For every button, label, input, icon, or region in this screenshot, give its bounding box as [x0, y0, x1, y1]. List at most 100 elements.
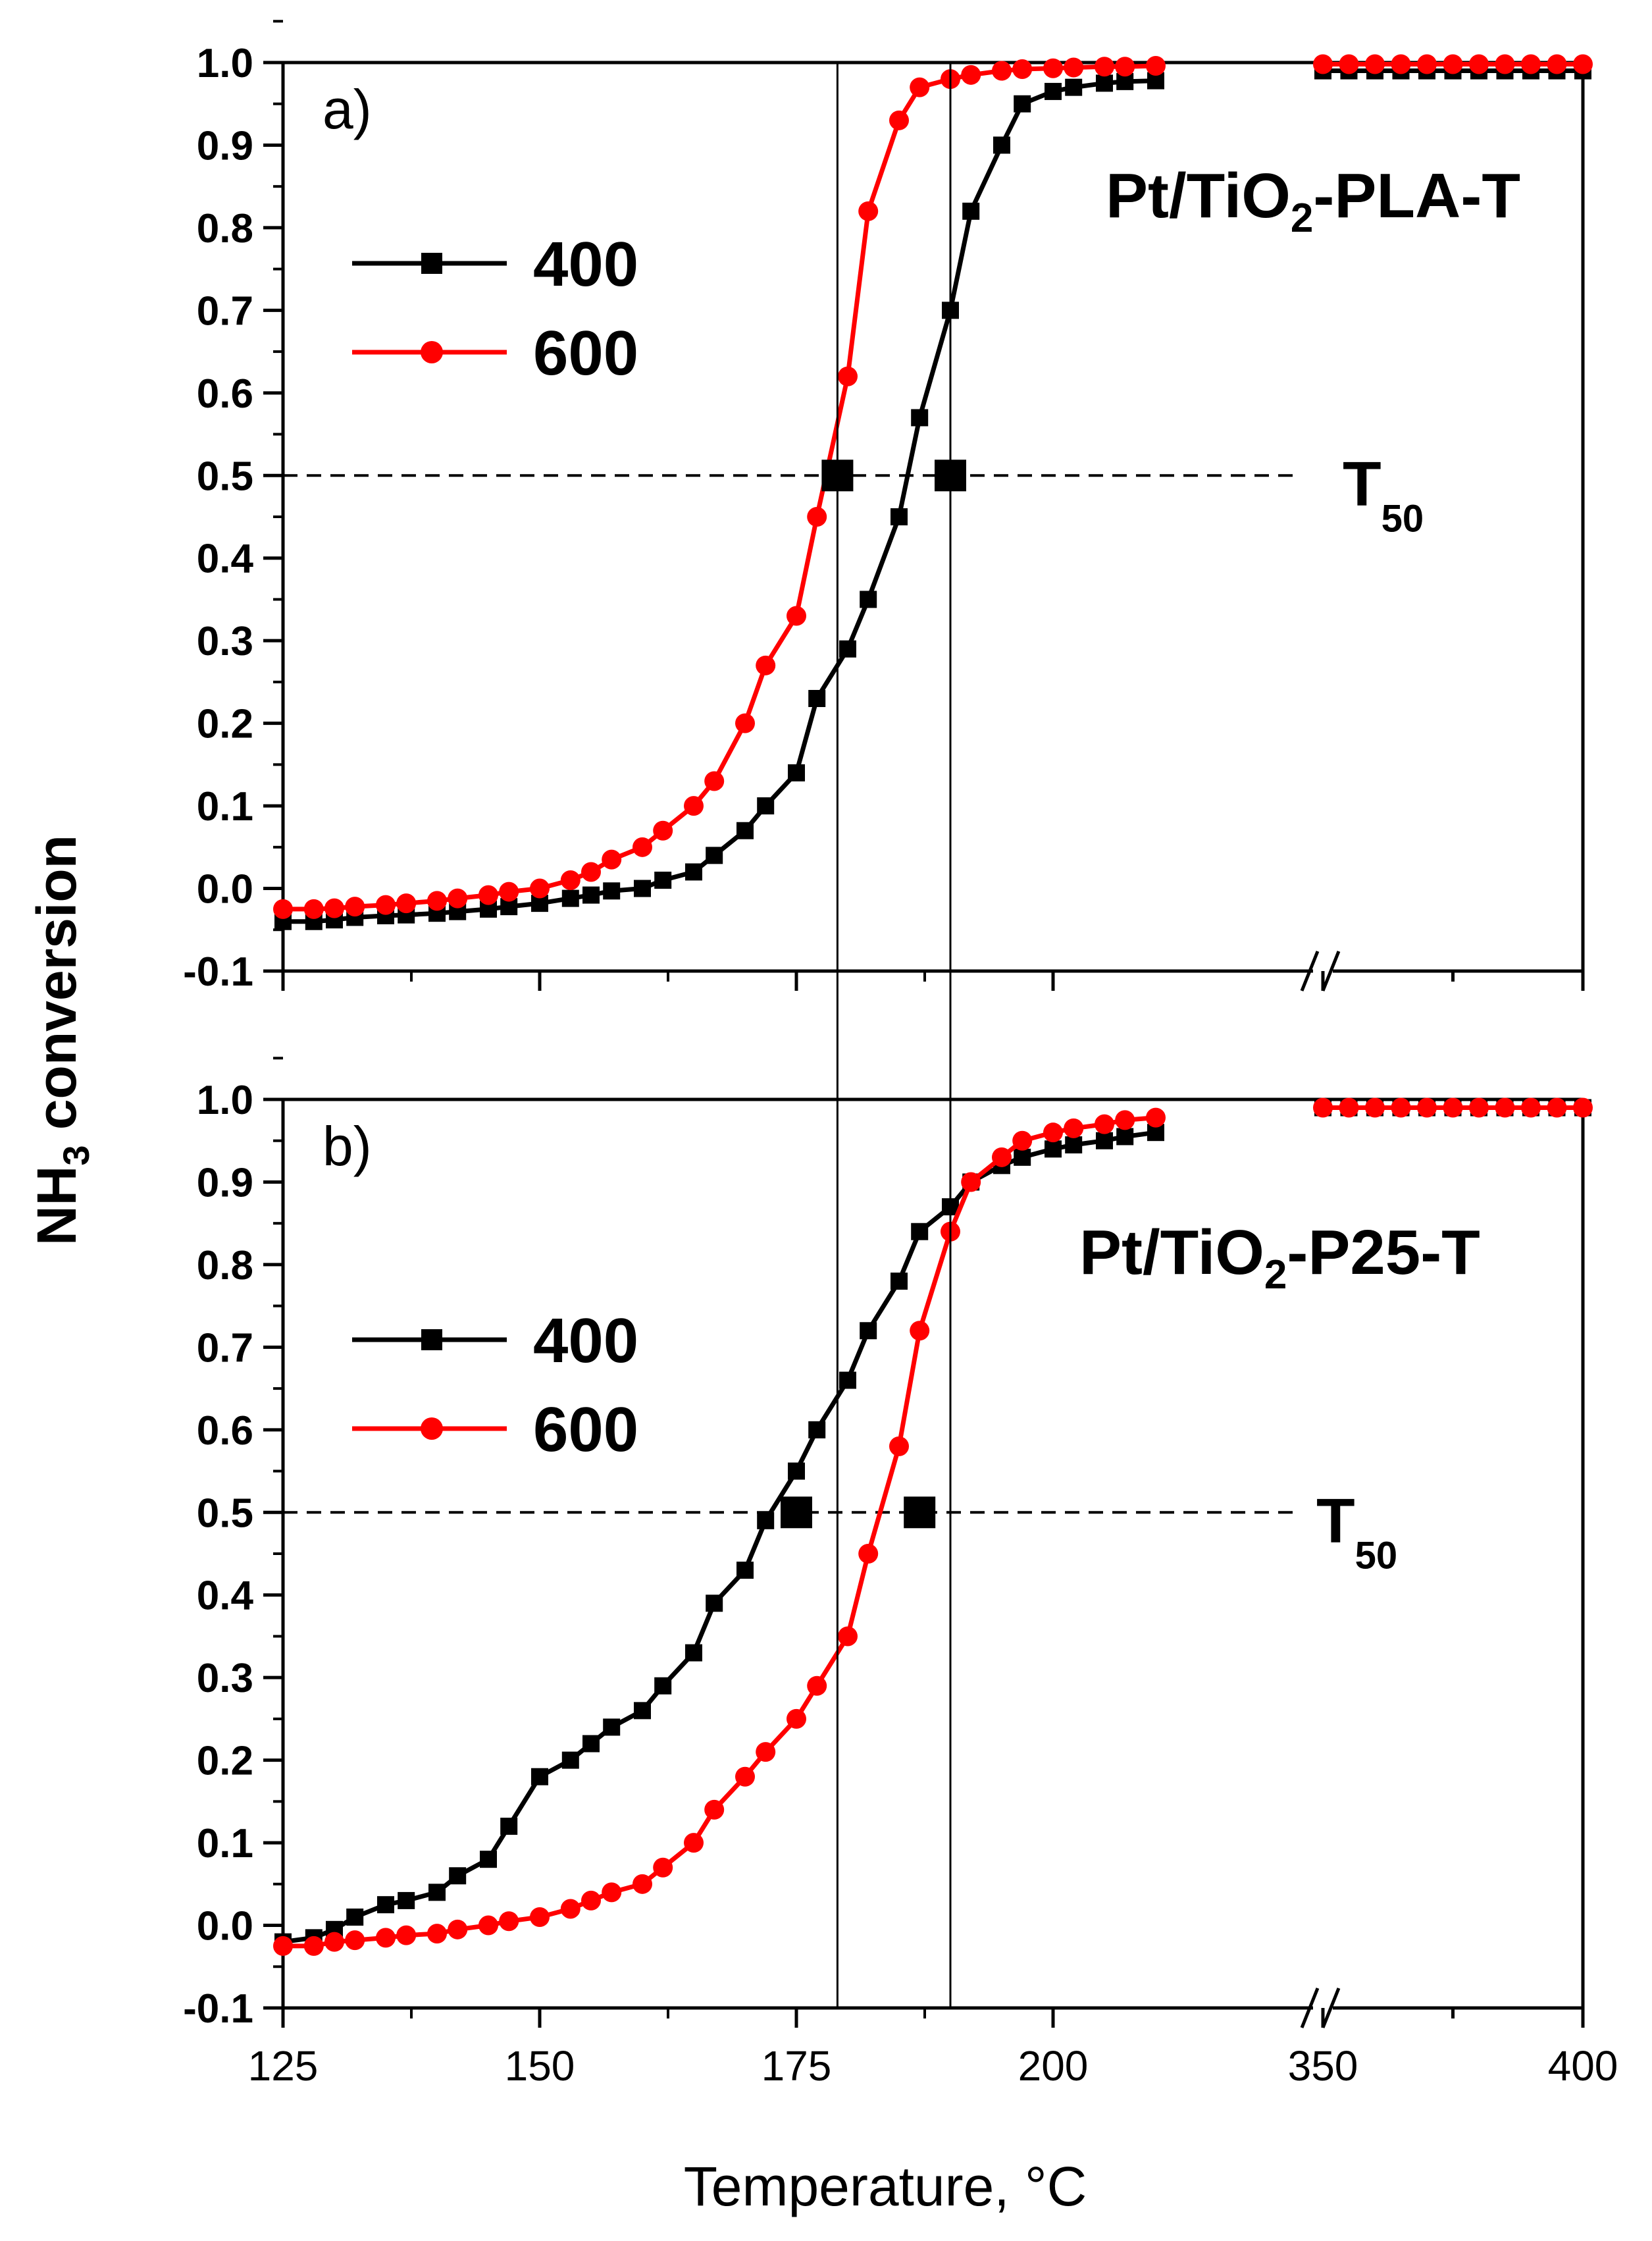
data-point — [478, 885, 498, 905]
y-tick-label: 0.8 — [197, 206, 253, 251]
data-point — [324, 898, 344, 918]
data-point — [582, 886, 600, 904]
data-point — [1096, 74, 1113, 92]
y-tick-label: 0.3 — [197, 1656, 253, 1701]
data-point — [910, 77, 930, 97]
data-point — [1146, 1107, 1166, 1128]
data-point — [684, 796, 704, 816]
data-point — [653, 1857, 673, 1878]
data-point — [428, 1884, 446, 1901]
data-point — [1014, 1148, 1031, 1166]
data-point — [787, 1708, 806, 1729]
data-point — [1115, 1110, 1135, 1130]
data-point — [838, 1626, 858, 1647]
data-point — [303, 1936, 324, 1956]
data-point — [1443, 54, 1463, 74]
data-point — [685, 1644, 702, 1662]
y-tick-label: 0.6 — [197, 1408, 253, 1454]
data-point — [603, 882, 621, 900]
data-point — [376, 895, 396, 915]
data-point — [735, 713, 755, 733]
data-point — [273, 1936, 293, 1956]
data-point — [1365, 1097, 1385, 1118]
data-point — [757, 1512, 775, 1529]
data-point — [345, 897, 365, 917]
y-tick-label: 0.4 — [197, 1573, 254, 1619]
data-point — [1095, 1114, 1114, 1134]
legend-marker — [421, 341, 443, 363]
data-point — [889, 1436, 909, 1456]
legend-marker — [421, 253, 442, 274]
data-point — [653, 820, 673, 841]
data-point — [1064, 1118, 1084, 1138]
data-point — [807, 1675, 827, 1696]
data-point — [530, 878, 550, 899]
y-tick-label: 0.5 — [197, 454, 253, 499]
data-point — [860, 591, 877, 608]
data-point — [560, 1899, 581, 1919]
data-point — [1043, 58, 1063, 78]
data-point — [808, 690, 826, 707]
y-tick-label: 0.2 — [197, 702, 253, 747]
data-point — [1095, 57, 1114, 77]
data-point — [1469, 1097, 1489, 1118]
y-tick-label: 1.0 — [197, 41, 253, 86]
data-point — [448, 888, 468, 909]
data-point — [396, 1925, 417, 1945]
data-point — [602, 1882, 622, 1903]
data-point — [858, 1544, 879, 1564]
data-point — [735, 1766, 755, 1787]
y-tick-label: 0.9 — [197, 1160, 253, 1205]
data-point — [1573, 54, 1593, 74]
y-tick-label: 1.0 — [197, 1078, 253, 1123]
catalyst-label: Pt/TiO2-P25-T — [1079, 1217, 1480, 1298]
x-tick-label: 150 — [505, 2042, 575, 2090]
x-tick-label: 175 — [761, 2042, 832, 2090]
data-point — [1065, 78, 1083, 96]
data-point — [449, 1867, 467, 1885]
data-point — [838, 366, 858, 386]
x-tick-label: 350 — [1288, 2042, 1358, 2090]
data-point — [787, 606, 806, 626]
data-point — [1443, 1097, 1463, 1118]
panel-label: b) — [323, 1115, 372, 1177]
data-point — [1116, 1128, 1134, 1146]
y-tick-label: -0.1 — [183, 1986, 253, 2032]
data-point — [1096, 1132, 1113, 1149]
t50-label: T50 — [1316, 1485, 1397, 1577]
data-point — [581, 1890, 601, 1911]
data-point — [1365, 54, 1385, 74]
data-point — [561, 889, 579, 907]
data-point — [684, 1833, 704, 1853]
data-point — [808, 1421, 826, 1438]
axis-break-mark — [1321, 951, 1341, 991]
y-tick-label: 0.8 — [197, 1243, 253, 1288]
data-point — [889, 110, 909, 130]
series-line-400 — [283, 78, 1156, 924]
data-point — [704, 771, 725, 791]
data-point — [1065, 1136, 1083, 1153]
data-point — [632, 1874, 652, 1894]
data-point — [1115, 57, 1135, 77]
data-point — [1417, 54, 1437, 74]
legend-label: 400 — [533, 229, 638, 300]
data-point — [1012, 1130, 1033, 1151]
data-point — [654, 872, 672, 889]
data-point — [1495, 54, 1515, 74]
data-point — [1521, 1097, 1541, 1118]
data-point — [858, 201, 879, 221]
y-tick-label: 0.1 — [197, 784, 253, 830]
data-point — [704, 1799, 725, 1820]
y-tick-label: -0.1 — [183, 949, 253, 995]
legend-label: 400 — [533, 1305, 638, 1376]
data-point — [1339, 1097, 1359, 1118]
data-point — [602, 849, 622, 870]
y-tick-label: 0.6 — [197, 371, 253, 417]
data-point — [303, 899, 324, 919]
data-point — [1495, 1097, 1515, 1118]
data-point — [561, 1751, 579, 1769]
data-point — [324, 1932, 344, 1952]
data-point — [448, 1919, 468, 1939]
data-point — [603, 1718, 621, 1736]
